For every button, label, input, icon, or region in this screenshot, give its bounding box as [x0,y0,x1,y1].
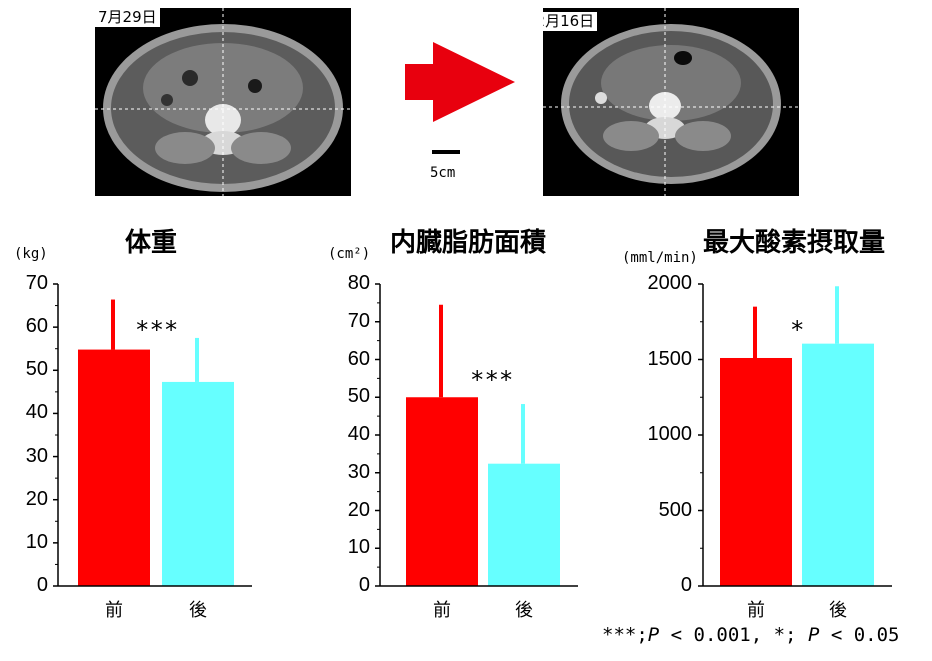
y-axis-unit: (mml/min) [622,250,698,266]
x-category-label: 後 [189,600,207,621]
right-arrow-icon [405,42,515,122]
y-tick-label: 80 [347,272,370,294]
y-tick-label: 50 [25,358,48,381]
footnote-lt1: < 0.001, [659,624,774,646]
y-tick-label: 20 [347,498,370,521]
y-tick-label: 10 [25,530,48,553]
y-tick-label: 30 [25,444,48,467]
y-tick-label: 2000 [647,272,693,294]
chart-title: 最大酸素摂取量 [703,228,886,258]
y-tick-label: 1000 [647,423,693,445]
x-category-label: 後 [829,600,847,621]
y-tick-label: 70 [25,272,48,294]
footnote-lt2: < 0.05 [819,624,900,646]
y-tick-label: 30 [347,460,370,483]
y-tick-label: 60 [25,315,48,338]
ct-date-label-after: 12月16日 [543,12,598,31]
y-tick-label: 40 [25,401,48,424]
significance-marker: * [790,316,805,344]
significance-marker: *** [135,316,179,344]
y-tick-label: 70 [347,309,370,332]
footnote-sig3: ***; [602,624,648,646]
y-axis-unit: (kg) [14,246,48,262]
y-tick-label: 0 [36,574,48,596]
y-tick-label: 0 [680,574,692,596]
ct-date-label-before: 7月29日 [95,8,160,27]
footnote-p1: P [647,624,660,646]
bar-before [720,357,792,586]
scale-bar [432,150,460,154]
y-tick-label: 500 [658,498,692,521]
y-tick-label: 10 [347,536,370,559]
footnote-sig1: *; [773,624,808,646]
ct-image-before: 7月29日 [95,8,351,196]
x-category-label: 後 [515,600,533,621]
footnote-p2: P [807,624,820,646]
y-tick-label: 20 [25,487,48,510]
chart-title: 内臓脂肪面積 [390,228,547,258]
y-tick-label: 40 [347,423,370,445]
bar-after [488,463,560,586]
arrow-shape [405,42,515,122]
y-tick-label: 1500 [647,347,693,370]
significance-footnote: ***;P < 0.001, *; P < 0.05 [602,624,899,646]
bar-after [162,381,234,586]
x-category-label: 前 [433,600,451,621]
bar-before [78,349,150,586]
x-category-label: 前 [105,600,123,621]
bar-after [802,343,874,586]
significance-marker: *** [470,366,514,394]
y-tick-label: 50 [347,385,370,408]
y-tick-label: 0 [358,574,370,596]
ct-image-after: 12月16日 [543,8,799,196]
bar-before [406,397,478,586]
y-tick-label: 60 [347,347,370,370]
scale-label: 5cm [430,165,456,181]
y-axis-unit: (cm²) [328,246,371,262]
x-category-label: 前 [747,600,765,621]
chart-title: 体重 [125,228,178,258]
